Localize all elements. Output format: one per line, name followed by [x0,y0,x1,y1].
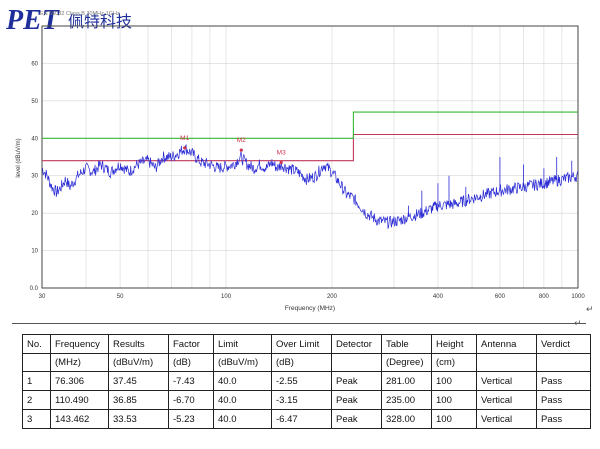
table-cell: 100 [431,371,477,391]
table-cell: 33.53 [108,409,169,429]
table-cell: Over Limit [271,334,332,354]
table-header-units-row: (MHz) (dBuV/m) (dB) (dBuV/m) (dB) (Degree) (cm… [22,353,591,372]
table-cell: (cm) [431,353,477,372]
marker-point [279,160,283,165]
table-cell: Table [381,334,432,354]
table-cell: Vertical [476,390,537,410]
limit-line [42,133,578,162]
y-tick-label: 20 [31,211,38,217]
table-cell: Height [431,334,477,354]
table-cell: Limit [213,334,272,354]
table-cell: Verdict [536,334,591,354]
chart-markers: M1 M2 M3 [180,135,286,165]
table-cell: 3 [22,409,51,429]
table-cell: Peak [331,390,382,410]
y-tick-label: 0.0 [30,286,39,292]
y-tick-label: 40 [31,136,38,142]
table-cell: (dBuV/m) [213,353,272,372]
table-header-row: No. Frequency Results Factor Limit Over Limit… [22,334,591,354]
table-cell: Peak [331,371,382,391]
y-tick-label: 10 [31,249,38,255]
y-tick-label: 60 [31,61,38,67]
table-cell: Pass [536,371,591,391]
table-cell [331,353,382,372]
table-cell: Results [108,334,169,354]
table-cell: 2 [22,390,51,410]
plot-frame [41,25,579,289]
table-cell: 143.462 [50,409,109,429]
marker-label: M3 [277,150,286,157]
table-cell: Antenna [476,334,537,354]
x-tick-label: 200 [327,294,338,300]
table-cell: 40.0 [213,409,272,429]
table-cell: -2.55 [271,371,332,391]
table-cell: No. [22,334,51,354]
marker-label: M1 [180,135,189,142]
table-cell: 40.0 [213,390,272,410]
table-cell: -6.47 [271,409,332,429]
table-cell: 37.45 [108,371,169,391]
table-cell: 328.00 [381,409,432,429]
table-cell: 76.306 [50,371,109,391]
table-cell: 1 [22,371,51,391]
paragraph-mark: ↵ [586,304,594,314]
marker-point [239,148,243,152]
table-cell: (Degree) [381,353,432,372]
table-cell: Frequency [50,334,109,354]
table-cell: -7.43 [168,371,214,391]
table-cell [22,353,51,372]
x-axis-ticks: 30 50 100 200 400 600 800 1000 [39,294,586,300]
marker-label: M2 [237,137,246,144]
marker-point [183,146,187,150]
table-cell: -5.23 [168,409,214,429]
x-tick-label: 600 [495,294,506,300]
table-row: 1 76.306 37.45 -7.43 40.0 -2.55 Peak 281.00 100 V… [22,371,591,391]
paragraph-mark: ↵ [574,318,582,328]
chart-series [41,111,579,230]
chart-divider [12,323,586,324]
x-tick-label: 800 [539,294,550,300]
table-cell: Vertical [476,371,537,391]
logo-mark: PET [5,5,61,36]
table-cell: Pass [536,409,591,429]
measurement-trace [41,143,579,230]
x-axis-label: Frequency (MHz) [285,305,335,312]
chart-grid [41,26,579,289]
x-tick-label: 400 [433,294,444,300]
table-cell: Factor [168,334,214,354]
x-tick-label: 50 [117,294,124,300]
x-tick-label: 100 [221,294,232,300]
table-cell: 40.0 [213,371,272,391]
y-axis-label: level (dBuV/m) [16,138,22,177]
table-cell: 281.00 [381,371,432,391]
table-cell: 36.85 [108,390,169,410]
upper-limit-line [42,111,578,139]
y-axis-ticks: 0.0 10 20 30 40 50 60 [30,61,39,292]
table-cell [536,353,591,372]
x-tick-label: 30 [39,294,46,300]
table-cell: Vertical [476,409,537,429]
table-cell: -6.70 [168,390,214,410]
emission-chart: EN 55032 Class B 30MHz-1GHz 0.0 10 20 30 40 5… [16,11,586,312]
table-cell: 235.00 [381,390,432,410]
table-cell: (dB) [271,353,332,372]
table-cell: -3.15 [271,390,332,410]
table-row: 2 110.490 36.85 -6.70 40.0 -3.15 Peak 235.00 100… [22,390,591,410]
table-cell: 100 [431,409,477,429]
y-tick-label: 30 [31,174,38,180]
table-cell: Peak [331,409,382,429]
chart-header-text: EN 55032 Class B 30MHz-1GHz [40,11,120,17]
table-cell: Detector [331,334,382,354]
table-cell: (dB) [168,353,214,372]
table-cell: (dBuV/m) [108,353,169,372]
x-tick-label: 1000 [571,294,585,300]
table-cell: 110.490 [50,390,109,410]
table-cell: (MHz) [50,353,109,372]
measurement-table: No. Frequency Results Factor Limit Over Limit… [22,334,591,429]
y-tick-label: 50 [31,99,38,105]
table-cell [476,353,537,372]
table-cell: 100 [431,390,477,410]
table-cell: Pass [536,390,591,410]
table-row: 3 143.462 33.53 -5.23 40.0 -6.47 Peak 328.00 100… [22,409,591,429]
